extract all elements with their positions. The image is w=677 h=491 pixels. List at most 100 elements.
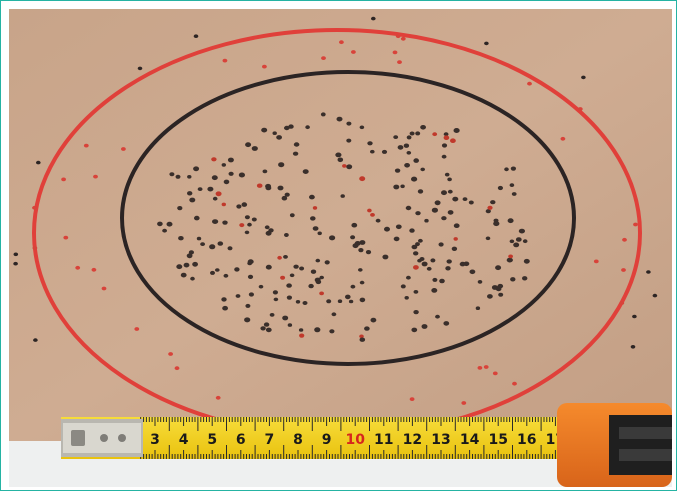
pellet-hole — [509, 183, 515, 188]
pellet-hole — [510, 166, 516, 171]
tape-number: 7 — [265, 432, 275, 448]
pellet-hole — [169, 172, 175, 177]
pellet-hole — [278, 162, 285, 168]
pellet-hole — [326, 299, 332, 304]
pellet-hole — [370, 317, 377, 323]
pellet-hole — [222, 305, 229, 311]
pellet-hole — [365, 250, 372, 255]
pellet-hole — [189, 197, 196, 203]
pellet-hole — [32, 205, 37, 210]
pellet-hole — [522, 276, 528, 281]
pellet-hole — [405, 205, 412, 211]
pellet-hole — [515, 237, 522, 242]
pellet-hole — [197, 187, 203, 192]
pellet-hole — [261, 127, 268, 133]
pellet-hole — [212, 196, 218, 201]
pellet-hole — [406, 151, 412, 155]
pellet-hole — [371, 16, 376, 21]
measuring-tape: 3 4 5 6 7 8 9 10 11 12 13 14 15 16 17 — [61, 403, 672, 487]
pellet-hole — [430, 258, 436, 263]
pellet-hole — [302, 301, 308, 305]
pellet-hole — [395, 224, 402, 230]
pellet-hole — [186, 253, 193, 259]
pellet-hole — [350, 284, 356, 289]
pellet-hole — [345, 294, 351, 300]
pellet-hole — [162, 228, 168, 233]
pellet-hole — [177, 206, 183, 211]
pellet-hole — [13, 261, 18, 266]
pellet-hole — [446, 259, 452, 264]
pellet-hole — [409, 397, 415, 401]
pellet-hole — [450, 138, 456, 143]
tape-number: 14 — [460, 432, 480, 448]
pellet-hole — [258, 284, 264, 289]
pellet-hole — [157, 221, 163, 227]
pellet-hole — [417, 189, 424, 194]
pellet-hole — [522, 239, 528, 244]
pellet-hole — [200, 242, 206, 247]
pellet-hole — [404, 296, 409, 300]
pellet-hole — [272, 290, 278, 295]
pellet-hole — [452, 196, 459, 202]
pellet-hole — [348, 299, 354, 304]
pellet-hole — [272, 131, 277, 135]
tape-number: 4 — [179, 432, 189, 448]
pellet-hole — [491, 285, 498, 290]
pellet-hole — [193, 166, 200, 172]
pellet-hole — [310, 216, 316, 221]
pellet-hole — [265, 264, 272, 270]
pellet-hole — [447, 189, 453, 194]
pellet-hole — [312, 206, 318, 210]
pellet-hole — [121, 147, 126, 151]
pellet-hole — [324, 260, 330, 265]
pellet-hole — [415, 131, 421, 136]
pellet-hole — [359, 176, 366, 182]
pellet-hole — [443, 321, 450, 326]
pellet-hole — [513, 242, 520, 248]
pellet-hole — [276, 135, 282, 140]
pellet-hole — [487, 205, 493, 210]
pellet-hole — [393, 184, 400, 190]
pellet-hole — [176, 264, 183, 270]
pellet-hole — [406, 135, 412, 140]
pellet-hole — [194, 215, 200, 221]
pellet-hole — [281, 195, 288, 201]
pellet-hole — [438, 242, 444, 247]
pellet-hole — [413, 265, 419, 270]
pellet-hole — [101, 286, 107, 291]
pellet-hole — [263, 322, 270, 327]
pellet-hole — [228, 171, 234, 176]
pellet-hole — [63, 235, 69, 240]
pellet-hole — [411, 244, 418, 250]
pellet-hole — [227, 157, 234, 163]
pellet-hole — [287, 323, 293, 327]
pellet-hole — [314, 327, 321, 333]
pellet-hole — [507, 218, 514, 224]
pellet-hole — [137, 66, 143, 71]
pellet-hole — [315, 258, 321, 263]
pellet-hole — [292, 151, 299, 156]
pellet-hole — [395, 34, 401, 39]
pellet-hole — [506, 257, 513, 263]
pellet-hole — [180, 272, 187, 278]
pellet-hole — [196, 236, 202, 241]
pellet-hole — [247, 259, 254, 265]
pellet-hole — [375, 218, 381, 223]
pellet-hole — [426, 266, 432, 271]
pellet-hole — [419, 257, 425, 261]
pellet-hole — [223, 273, 229, 278]
pellet-hole — [652, 293, 658, 298]
pellet-hole — [453, 223, 460, 228]
pellet-hole — [593, 259, 599, 264]
tape-number: 8 — [293, 432, 303, 448]
pellet-hole — [451, 246, 458, 251]
pellet-hole — [394, 168, 401, 173]
pellet-hole — [329, 235, 336, 241]
pellet-hole — [350, 235, 356, 240]
pellet-hole — [247, 274, 254, 279]
pellet-hole — [359, 334, 364, 339]
tape-number: 12 — [403, 432, 422, 448]
tape-number: 16 — [517, 432, 536, 448]
pellet-hole — [317, 231, 322, 236]
pellet-hole — [413, 158, 420, 163]
